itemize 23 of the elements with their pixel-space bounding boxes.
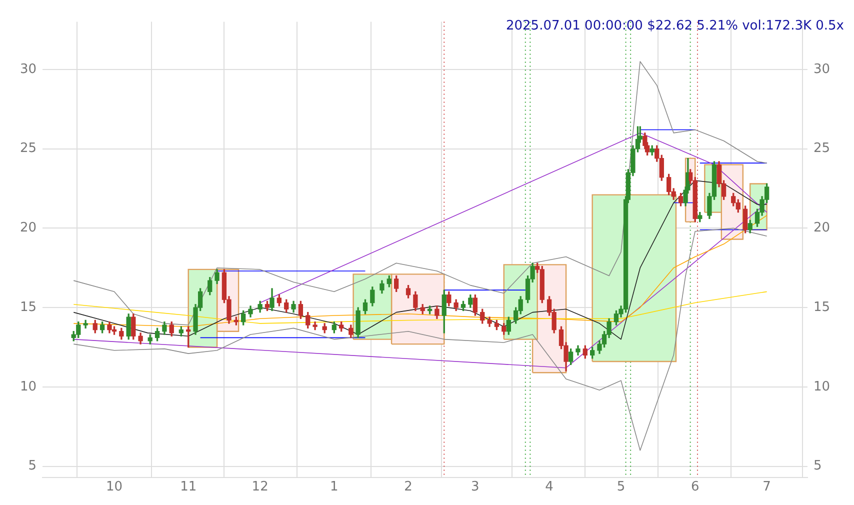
- y-tick-label: 30: [20, 62, 37, 77]
- y-tick-label: 25: [20, 141, 37, 156]
- x-tick-label: 4: [545, 480, 554, 495]
- y2-tick-label: 20: [813, 220, 830, 236]
- y2-tick-label: 10: [813, 379, 830, 394]
- x-tick-label: 5: [616, 480, 626, 495]
- x-tick-label: 2: [404, 480, 412, 495]
- y-tick-label: 20: [20, 220, 37, 236]
- x-tick-label: 12: [252, 480, 268, 495]
- x-tick-label: 3: [471, 480, 480, 495]
- y2-tick-label: 5: [813, 458, 822, 474]
- chart-title: 2025.07.01 00:00:00 $22.62 5.21% vol:172.3K 0.5x: [506, 18, 844, 34]
- x-tick-label: 7: [762, 480, 771, 495]
- y2-tick-label: 25: [813, 141, 830, 156]
- x-tick-label: 11: [180, 480, 197, 495]
- y2-tick-label: 15: [813, 300, 830, 315]
- y-tick-label: 10: [20, 379, 37, 394]
- x-tick-label: 1: [330, 480, 338, 495]
- y2-tick-label: 30: [813, 62, 830, 77]
- y-tick-label: 5: [28, 458, 37, 474]
- x-tick-label: 6: [690, 480, 700, 495]
- x-tick-label: 10: [106, 480, 123, 495]
- y-tick-label: 15: [20, 300, 37, 315]
